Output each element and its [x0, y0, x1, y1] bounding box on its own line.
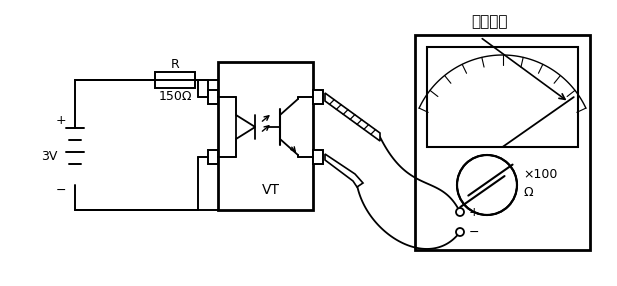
Circle shape	[456, 228, 464, 236]
Bar	[218, 62, 313, 210]
Bar	[415, 35, 590, 250]
Text: −: −	[469, 225, 479, 239]
Circle shape	[457, 155, 517, 215]
Text: 150Ω: 150Ω	[158, 90, 192, 102]
Text: ×100: ×100	[523, 168, 557, 182]
Text: R: R	[171, 57, 180, 71]
Polygon shape	[325, 154, 363, 187]
Text: VT: VT	[262, 183, 280, 197]
Bar	[313, 90, 323, 104]
Text: +: +	[56, 114, 66, 128]
Bar	[208, 90, 218, 104]
Bar	[427, 47, 578, 147]
Text: −: −	[56, 184, 66, 196]
Circle shape	[456, 208, 464, 216]
Text: +: +	[469, 206, 479, 219]
Polygon shape	[325, 93, 380, 141]
Text: Ω: Ω	[523, 186, 532, 200]
Text: 3V: 3V	[41, 150, 57, 163]
Bar	[313, 150, 323, 164]
Bar	[208, 150, 218, 164]
Text: 阻値很小: 阻値很小	[472, 15, 508, 29]
Bar	[155, 72, 195, 88]
